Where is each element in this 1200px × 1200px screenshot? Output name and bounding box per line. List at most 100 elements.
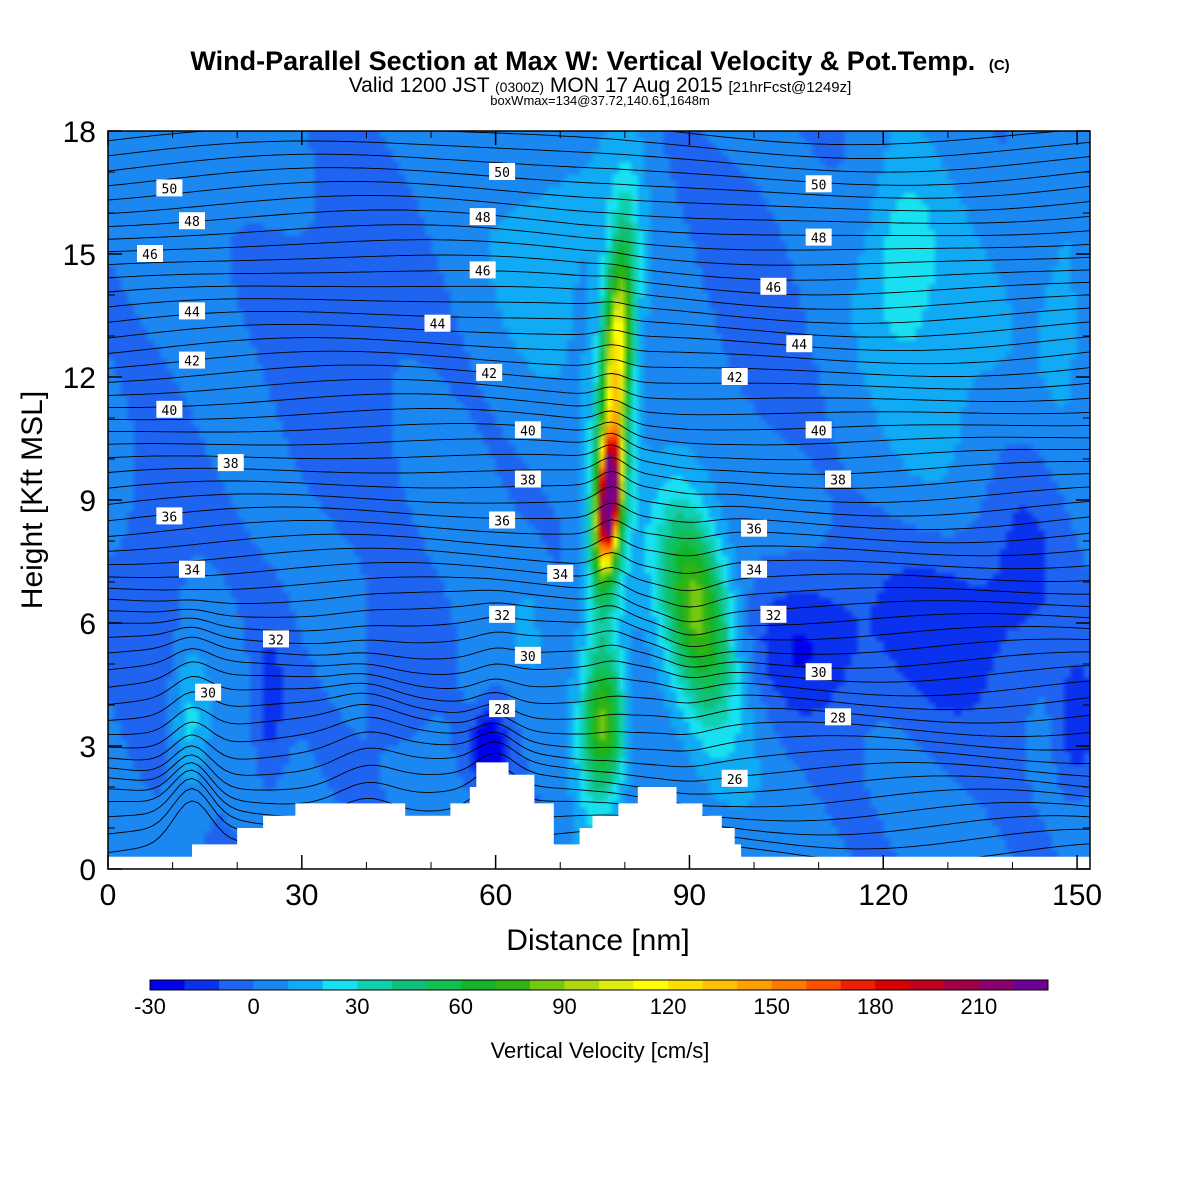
y-tick-label: 6 bbox=[79, 608, 96, 641]
theta-contour-line bbox=[108, 470, 1090, 503]
theta-contour-line bbox=[108, 131, 1090, 159]
theta-label-box bbox=[786, 335, 813, 353]
x-axis-label: Distance [nm] bbox=[506, 924, 689, 957]
theta-label-box bbox=[721, 368, 748, 385]
theta-contour-line bbox=[108, 285, 1090, 310]
colorbar-tick-label: -30 bbox=[134, 994, 166, 1019]
theta-contour-line bbox=[108, 167, 1090, 199]
theta-contour-line bbox=[108, 421, 1090, 446]
theta-label: 48 bbox=[475, 211, 491, 226]
theta-contour-line bbox=[108, 456, 1090, 489]
theta-label: 48 bbox=[811, 232, 827, 247]
y-tick-label: 0 bbox=[79, 854, 96, 887]
theta-label-box bbox=[156, 400, 183, 418]
colorbar-swatch bbox=[978, 980, 1014, 990]
theta-contour-line bbox=[108, 691, 1090, 724]
theta-contour-line bbox=[108, 576, 1090, 608]
theta-label: 28 bbox=[494, 703, 510, 718]
theta-contour-line bbox=[108, 432, 1090, 461]
theta-contour-line bbox=[108, 561, 1090, 592]
theta-contour-line bbox=[108, 533, 1090, 557]
theta-label-box bbox=[136, 245, 163, 262]
theta-contour-line bbox=[108, 547, 1090, 574]
theta-label: 34 bbox=[746, 564, 762, 579]
theta-contour-line bbox=[108, 140, 1090, 173]
x-tick-label: 120 bbox=[858, 879, 908, 912]
theta-label: 42 bbox=[184, 355, 200, 370]
theta-label: 28 bbox=[830, 711, 846, 726]
theta-label-box bbox=[424, 314, 451, 332]
colorbar-swatch bbox=[357, 980, 393, 990]
theta-contour-line bbox=[108, 502, 1090, 531]
valid-date: MON 17 Aug 2015 bbox=[550, 74, 723, 97]
theta-contour-line bbox=[108, 323, 1090, 352]
theta-label: 38 bbox=[223, 457, 239, 472]
y-tick-label: 15 bbox=[63, 239, 96, 272]
theta-label: 42 bbox=[481, 367, 497, 382]
theta-label-box bbox=[721, 769, 748, 787]
theta-label: 50 bbox=[494, 166, 510, 181]
theta-contour-line bbox=[108, 195, 1090, 224]
theta-label-box bbox=[156, 179, 183, 197]
theta-contour-line bbox=[108, 444, 1090, 475]
theta-label: 42 bbox=[727, 371, 743, 386]
theta-label: 34 bbox=[184, 564, 200, 579]
colorbar bbox=[149, 979, 1049, 991]
theta-label: 32 bbox=[268, 633, 284, 648]
colorbar-swatch bbox=[668, 980, 704, 990]
theta-contour-line bbox=[108, 519, 1090, 544]
theta-label: 30 bbox=[811, 666, 827, 681]
theta-label-box bbox=[825, 708, 852, 726]
theta-label: 40 bbox=[162, 404, 178, 419]
colorbar-swatch bbox=[184, 980, 220, 990]
colorbar-swatch bbox=[495, 980, 531, 990]
theta-contour-line bbox=[108, 408, 1090, 431]
theta-contour-line bbox=[108, 636, 1090, 669]
svg-text:Valid 1200 JST (0300Z): Valid 1200 JST (0300Z) MON 17 Aug 2015 [… bbox=[349, 74, 852, 97]
theta-label: 38 bbox=[520, 474, 536, 489]
colorbar-swatch bbox=[460, 980, 496, 990]
x-tick-label: 60 bbox=[479, 879, 512, 912]
colorbar-swatch bbox=[771, 980, 807, 990]
colorbar-tick-label: 150 bbox=[753, 994, 790, 1019]
colorbar-label: Vertical Velocity [cm/s] bbox=[491, 1038, 710, 1063]
theta-contour-line bbox=[108, 486, 1090, 517]
theta-label-box bbox=[805, 421, 832, 439]
theta-contour-line bbox=[108, 731, 1090, 768]
colorbar-swatch bbox=[944, 980, 980, 990]
colorbar-frame bbox=[149, 979, 1049, 991]
colorbar-swatch bbox=[529, 980, 565, 990]
theta-label-box bbox=[178, 212, 205, 230]
theta-label-box bbox=[156, 507, 183, 525]
theta-contour-line bbox=[108, 602, 1090, 636]
theta-label: 26 bbox=[727, 773, 743, 788]
theta-label-box bbox=[489, 163, 516, 180]
theta-label: 36 bbox=[746, 523, 762, 538]
theta-contour-line bbox=[108, 741, 1090, 782]
colorbar-swatch bbox=[391, 980, 427, 990]
theta-label-box bbox=[805, 663, 832, 681]
theta-label-box bbox=[514, 470, 541, 488]
colorbar-swatch bbox=[219, 980, 255, 990]
theta-label-box bbox=[825, 470, 852, 488]
theta-label-box bbox=[195, 683, 222, 701]
theta-contour-line bbox=[108, 762, 1090, 808]
y-tick-label: 12 bbox=[63, 362, 96, 395]
theta-label: 46 bbox=[766, 281, 782, 296]
copyright-mark: (C) bbox=[989, 57, 1010, 74]
theta-contour-line bbox=[108, 298, 1090, 324]
colorbar-swatch bbox=[840, 980, 876, 990]
colorbar-swatch bbox=[702, 980, 738, 990]
theta-contour-line bbox=[108, 703, 1090, 737]
plot-area: 50 48 46 44 42 40 38 36 34 32 30 50 48 46 44 42 40 38 36 34… bbox=[108, 131, 1090, 869]
theta-label: 48 bbox=[184, 215, 200, 230]
valid-time: Valid 1200 JST bbox=[349, 74, 490, 97]
colorbar-swatch bbox=[909, 980, 945, 990]
theta-label-box bbox=[741, 519, 768, 537]
forecast-info: [21hrFcst@1249z] bbox=[729, 79, 852, 96]
theta-contour-line bbox=[108, 350, 1090, 377]
theta-label: 44 bbox=[791, 338, 807, 353]
colorbar-swatch bbox=[806, 980, 842, 990]
y-tick-label: 9 bbox=[79, 485, 96, 518]
